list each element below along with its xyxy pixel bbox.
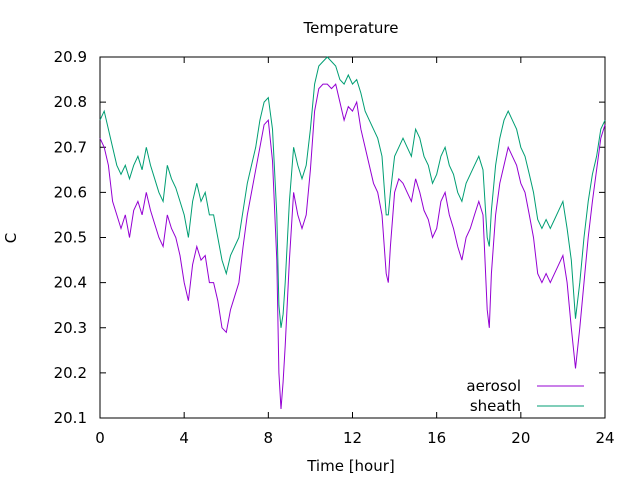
legend-label-aerosol: aerosol (466, 377, 521, 395)
x-tick-label: 8 (264, 429, 274, 447)
series-line-sheath (99, 56, 606, 328)
legend: aerosol sheath (466, 377, 584, 415)
chart-title: Temperature (302, 19, 398, 37)
y-tick-label: 20.2 (54, 364, 87, 382)
x-tick-label: 20 (511, 429, 530, 447)
axis-ticks: 0 4 8 12 16 20 24 20.1 20.2 20.3 20.4 20.5 20.6 20.7 2… (54, 48, 615, 447)
y-tick-label: 20.4 (54, 274, 87, 292)
series-line-aerosol (99, 83, 606, 410)
y-tick-label: 20.5 (54, 229, 87, 247)
x-axis-label: Time [hour] (306, 457, 395, 475)
y-tick-label: 20.7 (54, 138, 87, 156)
y-tick-label: 20.8 (54, 93, 87, 111)
legend-label-sheath: sheath (470, 397, 521, 415)
x-tick-label: 12 (343, 429, 362, 447)
y-axis-label: C (2, 233, 20, 243)
y-tick-label: 20.3 (54, 319, 87, 337)
y-tick-label: 20.6 (54, 183, 87, 201)
x-tick-label: 4 (179, 429, 189, 447)
series-lines (99, 56, 606, 410)
x-tick-label: 16 (427, 429, 446, 447)
x-tick-label: 0 (95, 429, 105, 447)
y-tick-label: 20.9 (54, 48, 87, 66)
y-tick-label: 20.1 (54, 409, 87, 427)
x-tick-label: 24 (595, 429, 614, 447)
